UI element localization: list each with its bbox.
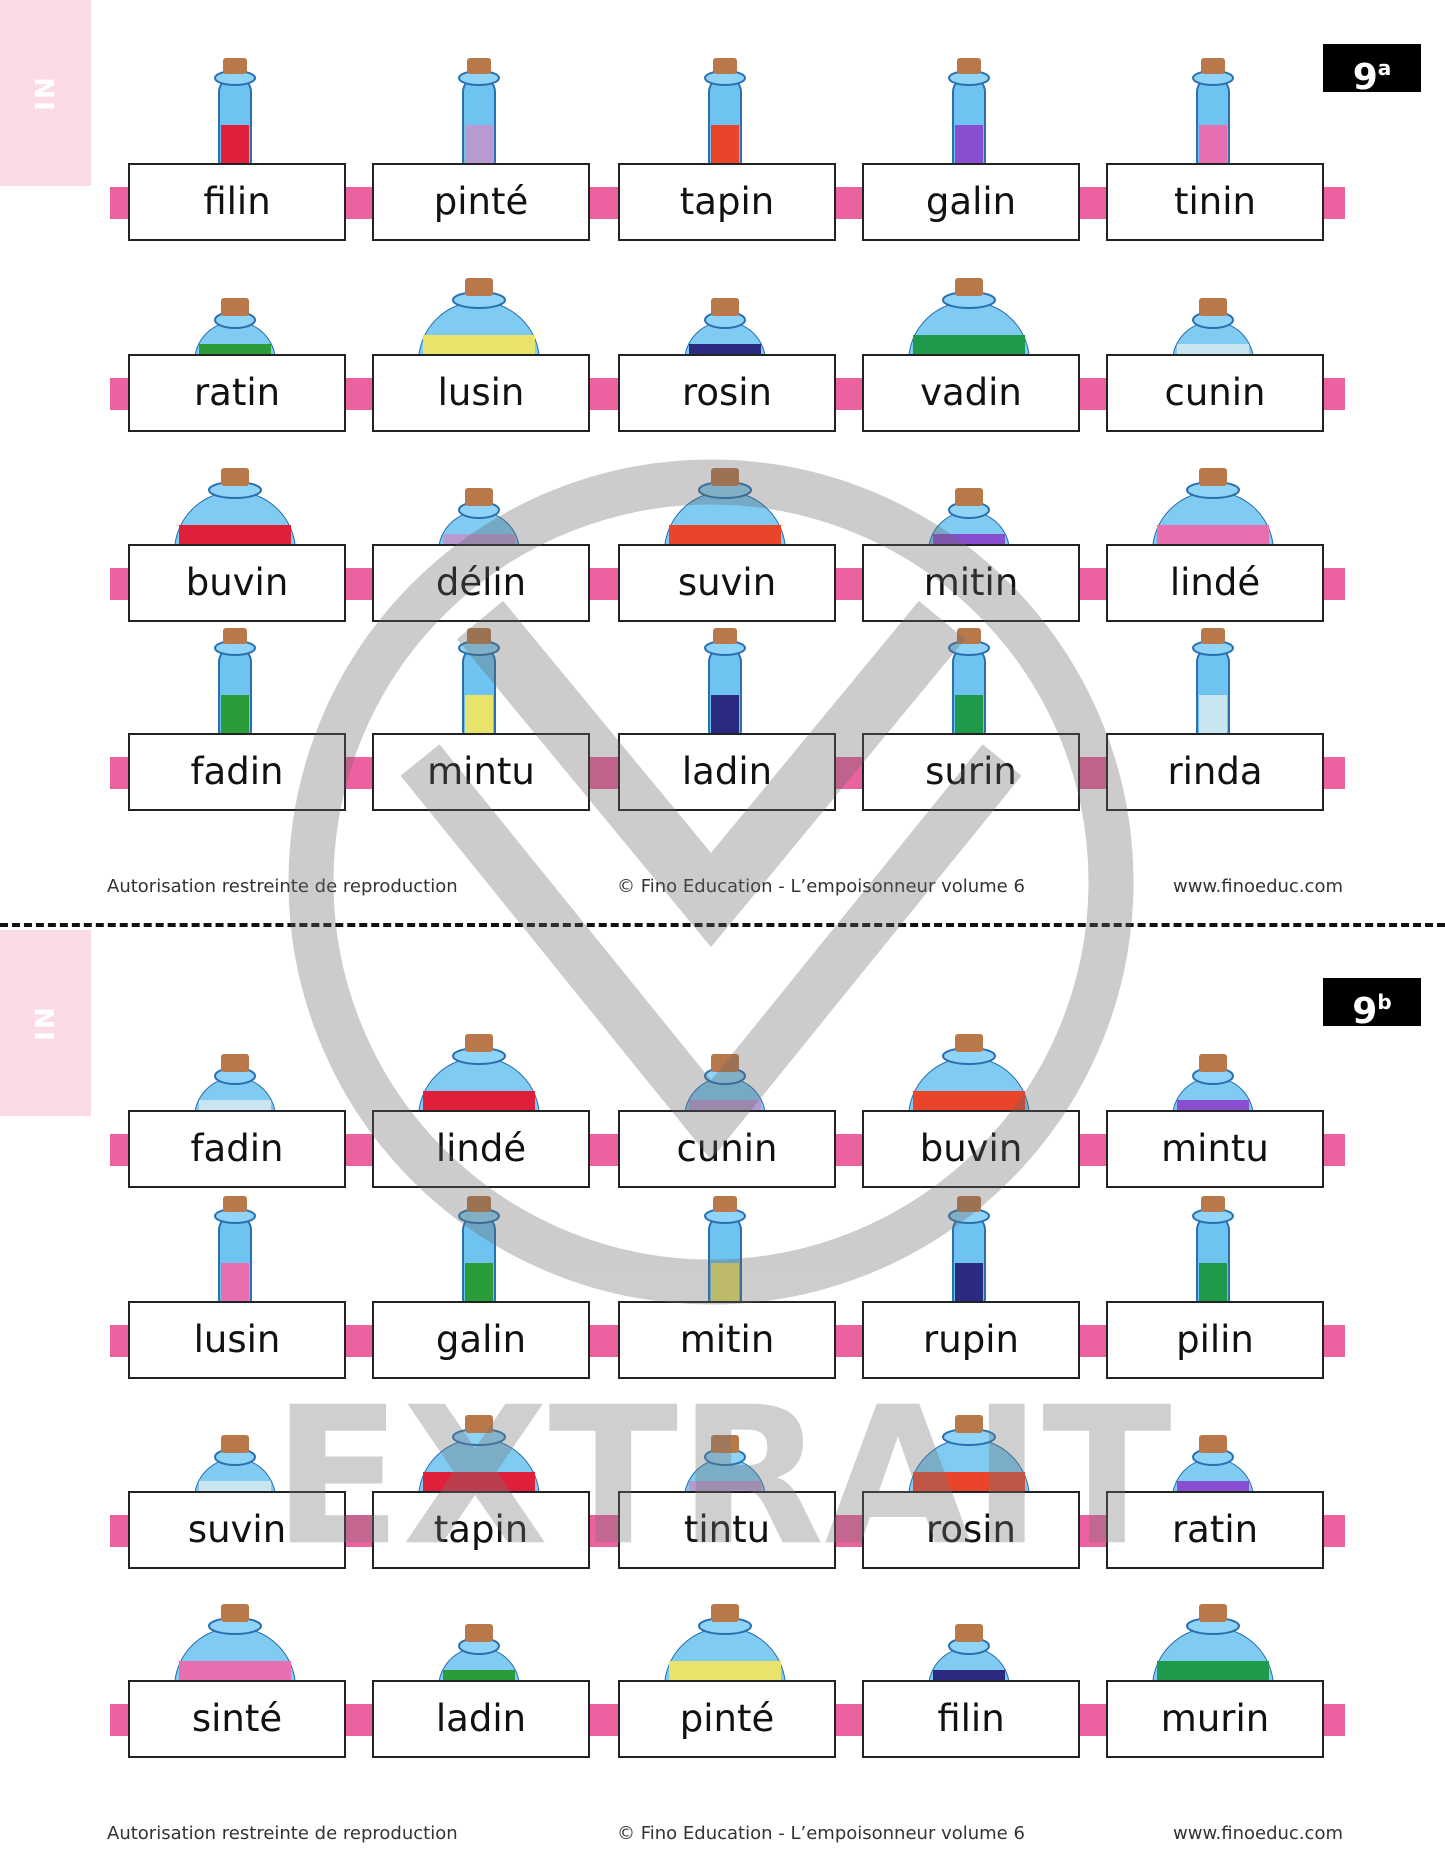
- section-tab: IN: [0, 930, 91, 1116]
- word-card: fadin: [128, 1110, 346, 1188]
- word-card: cunin: [618, 1110, 836, 1188]
- potion-bottle: [194, 298, 276, 362]
- potion-bottle: [704, 58, 746, 171]
- label-number: 9: [1352, 991, 1378, 1032]
- word-card: sinté: [128, 1680, 346, 1758]
- potion-bottle: [928, 1624, 1010, 1688]
- word-card: ratin: [1106, 1491, 1324, 1569]
- word-card: rosin: [618, 354, 836, 432]
- word-card: murin: [1106, 1680, 1324, 1758]
- potion-bottle: [214, 1196, 256, 1309]
- footer-center: © Fino Education - L’empoisonneur volume…: [617, 876, 1025, 897]
- sheet-label: 9a: [1323, 44, 1421, 98]
- word-card: lindé: [372, 1110, 590, 1188]
- word-card: ladin: [372, 1680, 590, 1758]
- word-card: suvin: [618, 544, 836, 622]
- potion-bottle: [704, 628, 746, 741]
- potion-bottle: [194, 1054, 276, 1118]
- word-card: galin: [372, 1301, 590, 1379]
- word-card: suvin: [128, 1491, 346, 1569]
- potion-bottle: [418, 1415, 540, 1499]
- potion-bottle: [1192, 58, 1234, 171]
- word-card: tintu: [618, 1491, 836, 1569]
- word-card: tapin: [372, 1491, 590, 1569]
- word-card: vadin: [862, 354, 1080, 432]
- footer-center: © Fino Education - L’empoisonneur volume…: [617, 1823, 1025, 1844]
- word-card: délin: [372, 544, 590, 622]
- potion-bottle: [194, 1435, 276, 1499]
- word-card: tapin: [618, 163, 836, 241]
- potion-bottle: [948, 58, 990, 171]
- label-suffix: a: [1377, 56, 1392, 80]
- potion-bottle: [1192, 628, 1234, 741]
- word-card: ratin: [128, 354, 346, 432]
- word-card: cunin: [1106, 354, 1324, 432]
- footer-right: www.finoeduc.com: [1173, 1823, 1343, 1844]
- potion-bottle: [438, 488, 520, 552]
- word-card: mintu: [372, 733, 590, 811]
- tab-text: IN: [30, 75, 61, 111]
- potion-bottle: [438, 1624, 520, 1688]
- word-card: filin: [862, 1680, 1080, 1758]
- potion-bottle: [684, 1435, 766, 1499]
- word-card: galin: [862, 163, 1080, 241]
- potion-bottle: [1152, 1604, 1274, 1688]
- tab-text: IN: [30, 1005, 61, 1041]
- potion-bottle: [1172, 1435, 1254, 1499]
- word-card: buvin: [862, 1110, 1080, 1188]
- word-card: mitin: [618, 1301, 836, 1379]
- word-card: buvin: [128, 544, 346, 622]
- potion-bottle: [214, 628, 256, 741]
- section-tab: IN: [0, 0, 91, 186]
- word-card: pinté: [618, 1680, 836, 1758]
- word-card: lusin: [372, 354, 590, 432]
- sheet-label: 9b: [1323, 978, 1421, 1032]
- potion-bottle: [948, 1196, 990, 1309]
- potion-bottle: [418, 278, 540, 362]
- potion-bottle: [908, 1034, 1030, 1118]
- word-card: rosin: [862, 1491, 1080, 1569]
- potion-bottle: [418, 1034, 540, 1118]
- word-card: mitin: [862, 544, 1080, 622]
- word-card: rinda: [1106, 733, 1324, 811]
- potion-bottle: [1172, 1054, 1254, 1118]
- cut-line: [0, 923, 1445, 927]
- word-card: lusin: [128, 1301, 346, 1379]
- footer-right: www.finoeduc.com: [1173, 876, 1343, 897]
- potion-bottle: [908, 278, 1030, 362]
- potion-bottle: [458, 628, 500, 741]
- potion-bottle: [684, 298, 766, 362]
- potion-bottle: [458, 58, 500, 171]
- word-card: pinté: [372, 163, 590, 241]
- word-card: surin: [862, 733, 1080, 811]
- potion-bottle: [174, 468, 296, 552]
- potion-bottle: [664, 468, 786, 552]
- potion-bottle: [458, 1196, 500, 1309]
- footer-left: Autorisation restreinte de reproduction: [107, 1823, 458, 1844]
- word-card: filin: [128, 163, 346, 241]
- potion-bottle: [684, 1054, 766, 1118]
- label-number: 9: [1352, 57, 1378, 98]
- word-card: rupin: [862, 1301, 1080, 1379]
- word-card: tinin: [1106, 163, 1324, 241]
- word-card: fadin: [128, 733, 346, 811]
- word-card: lindé: [1106, 544, 1324, 622]
- potion-bottle: [704, 1196, 746, 1309]
- word-card: ladin: [618, 733, 836, 811]
- label-suffix: b: [1377, 990, 1392, 1014]
- potion-bottle: [174, 1604, 296, 1688]
- potion-bottle: [1172, 298, 1254, 362]
- footer-left: Autorisation restreinte de reproduction: [107, 876, 458, 897]
- potion-bottle: [948, 628, 990, 741]
- potion-bottle: [664, 1604, 786, 1688]
- potion-bottle: [1192, 1196, 1234, 1309]
- potion-bottle: [928, 488, 1010, 552]
- potion-bottle: [214, 58, 256, 171]
- potion-bottle: [1152, 468, 1274, 552]
- potion-bottle: [908, 1415, 1030, 1499]
- word-card: mintu: [1106, 1110, 1324, 1188]
- word-card: pilin: [1106, 1301, 1324, 1379]
